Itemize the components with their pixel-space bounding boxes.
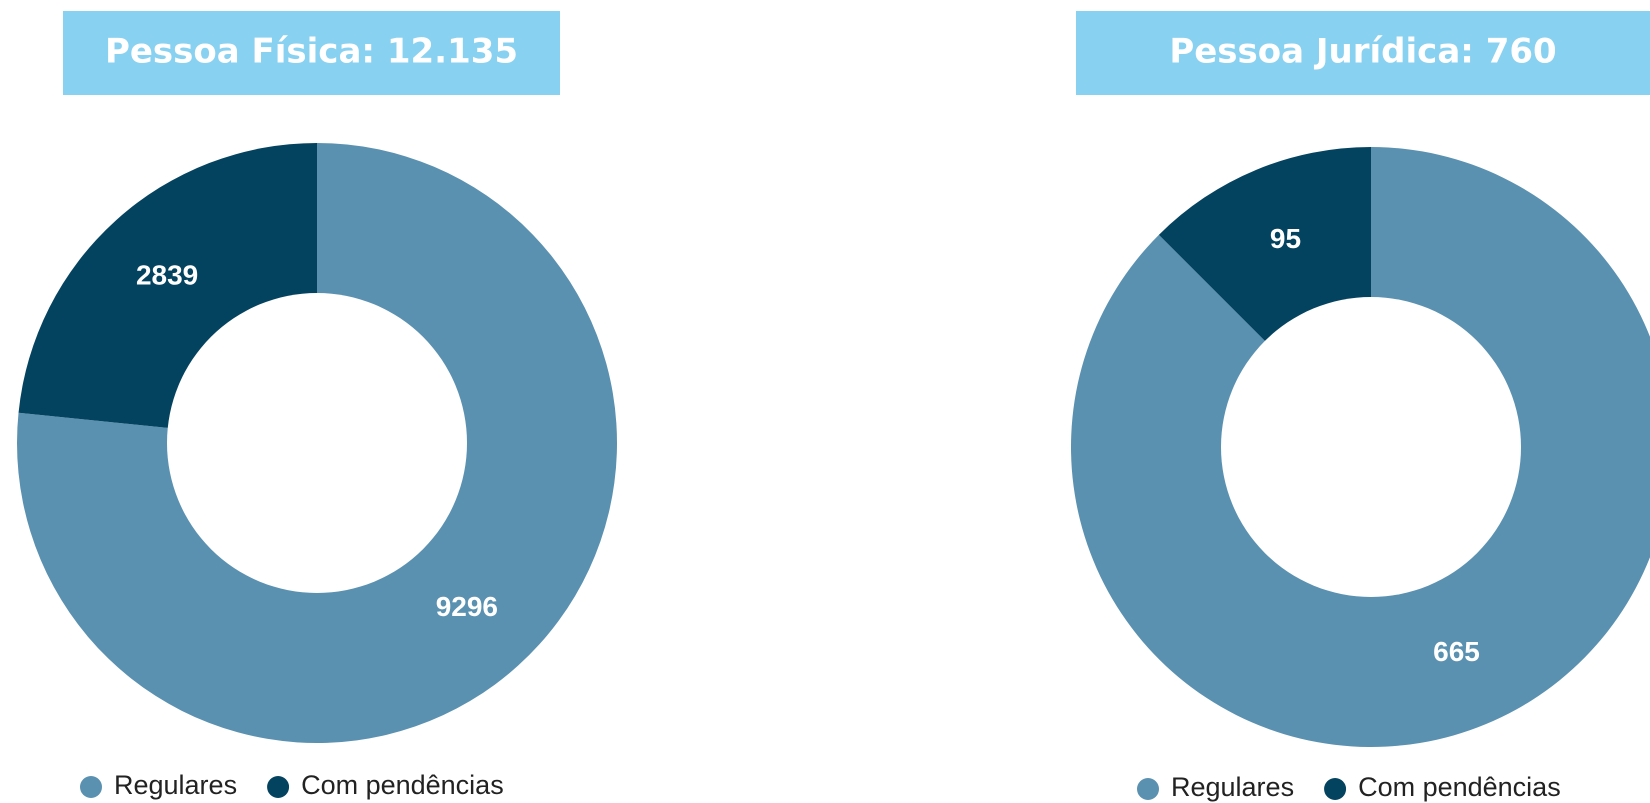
chart-title: Pessoa Física: 12.135 bbox=[105, 32, 518, 72]
title-box bbox=[63, 11, 560, 95]
donut-chart: Pessoa Jurídica: 760 665 95 Regulares Com pe… bbox=[1071, 11, 1650, 802]
title-box bbox=[1076, 11, 1650, 95]
legend-marker bbox=[267, 776, 290, 798]
donut-hole bbox=[1221, 297, 1521, 597]
data-label: 95 bbox=[1270, 223, 1301, 254]
legend-marker bbox=[1137, 778, 1159, 800]
donut-hole bbox=[167, 293, 467, 593]
legend-marker bbox=[1324, 778, 1347, 800]
legend-label: Com pendências bbox=[1358, 772, 1561, 802]
legend-label: Regulares bbox=[1171, 772, 1294, 802]
chart-title: Pessoa Jurídica: 760 bbox=[1169, 32, 1556, 72]
donut-chart: Pessoa Física: 12.135 9296 2839 Regulares Co… bbox=[17, 11, 618, 800]
data-label: 2839 bbox=[136, 260, 198, 291]
legend-label: Com pendências bbox=[301, 770, 504, 800]
legend-label: Regulares bbox=[114, 770, 237, 800]
legend-marker bbox=[80, 776, 102, 798]
data-label: 665 bbox=[1433, 636, 1480, 667]
data-label: 9296 bbox=[436, 591, 498, 622]
